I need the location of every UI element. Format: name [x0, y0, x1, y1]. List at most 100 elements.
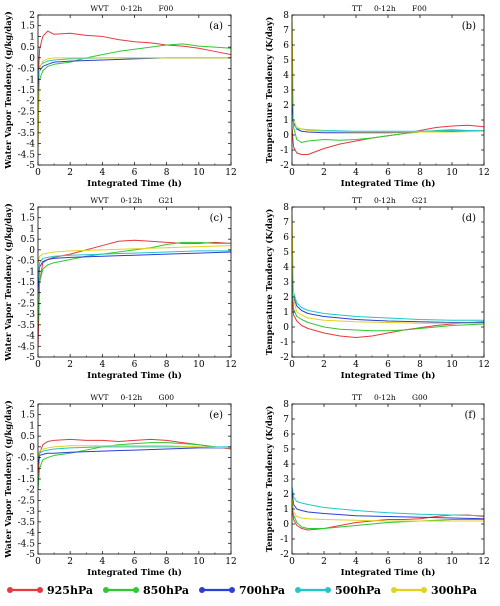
y-tick-label: 3 — [283, 86, 289, 96]
panel-title-variable: WVT — [90, 393, 108, 402]
panel-title-experiment: G00 — [159, 393, 175, 402]
y-tick-label: 4 — [283, 263, 289, 273]
series-line-300hPa — [38, 57, 231, 148]
y-tick-label: 1.5 — [21, 411, 36, 421]
y-tick-label: 7 — [283, 415, 289, 425]
x-tick-label: 8 — [417, 360, 423, 370]
y-tick-label: -4 — [26, 529, 35, 539]
panel-title-experiment: F00 — [412, 4, 427, 13]
y-tick-label: 8 — [283, 400, 289, 410]
legend-marker-end — [421, 587, 427, 593]
legend-label: 500hPa — [335, 584, 381, 597]
legend: 925hPa 850hPa 700hPa 500hPa 300hPa — [7, 584, 477, 597]
x-tick-label: 4 — [353, 557, 359, 567]
y-tick-label: 0 — [283, 520, 289, 530]
y-tick-label: -0.5 — [18, 454, 36, 464]
panel-title-experiment: G00 — [412, 393, 428, 402]
x-axis-label: Integrated Time (h) — [341, 178, 436, 189]
series-line-500hPa — [292, 486, 484, 517]
y-tick-label: 1 — [29, 32, 35, 42]
y-tick-label: -5 — [26, 550, 35, 560]
legend-marker-end — [133, 587, 139, 593]
y-tick-label: 1.5 — [21, 22, 36, 32]
y-tick-label: -5 — [26, 161, 35, 171]
x-tick-label: 6 — [132, 360, 138, 370]
x-tick-label: 10 — [193, 168, 205, 178]
x-tick-label: 4 — [99, 557, 105, 567]
x-tick-label: 0 — [35, 360, 41, 370]
y-tick-label: 4 — [283, 460, 289, 470]
series-line-500hPa — [292, 251, 484, 321]
series-line-700hPa — [292, 259, 484, 323]
y-tick-label: -0.5 — [18, 257, 36, 267]
series-line-850hPa — [38, 43, 231, 106]
panel-title-period: 0-12h — [121, 393, 143, 402]
y-tick-label: 7 — [283, 218, 289, 228]
y-tick-label: 8 — [283, 203, 289, 213]
y-tick-label: 1 — [283, 308, 289, 318]
y-tick-label: 0 — [283, 131, 289, 141]
panel-c: 0 2 4 6 8 10 12-5-4.5-4-3.5-3-2.5-2-1.5-1-0.50… — [3, 196, 237, 381]
x-tick-label: 10 — [193, 360, 205, 370]
legend-label: 300hPa — [431, 584, 477, 597]
x-tick-label: 10 — [446, 360, 458, 370]
series-line-850hPa — [292, 59, 484, 143]
y-tick-label: 0 — [283, 323, 289, 333]
series-line-300hPa — [292, 17, 484, 133]
series-line-925hPa — [292, 505, 484, 531]
x-axis-label: Integrated Time (h) — [341, 567, 436, 578]
y-tick-label: -1.5 — [18, 475, 36, 485]
series-line-700hPa — [38, 251, 231, 293]
x-axis-label: Integrated Time (h) — [87, 567, 182, 578]
series-line-700hPa — [292, 490, 484, 520]
legend-item: 500hPa — [295, 584, 381, 597]
series-line-500hPa — [38, 446, 231, 460]
y-tick-label: -3.5 — [18, 129, 36, 139]
x-tick-label: 2 — [321, 557, 327, 567]
legend-item: 300hPa — [391, 584, 477, 597]
x-tick-label: 6 — [385, 557, 391, 567]
x-tick-label: 6 — [385, 360, 391, 370]
y-tick-label: 0.5 — [21, 235, 36, 245]
y-tick-label: -4.5 — [18, 342, 36, 352]
panel-title-variable: TT — [352, 4, 362, 13]
y-tick-label: -2 — [26, 486, 35, 496]
y-axis-label: Temperature Tendency (K/day) — [264, 17, 275, 164]
y-tick-label: -3 — [26, 507, 35, 517]
y-tick-label: -4 — [26, 140, 35, 150]
legend-marker-start — [295, 587, 301, 593]
x-tick-label: 6 — [385, 168, 391, 178]
panel-letter: (e) — [209, 410, 223, 421]
panel-letter: (f) — [464, 410, 476, 421]
x-tick-label: 2 — [321, 168, 327, 178]
x-tick-label: 0 — [289, 168, 295, 178]
legend-label: 925hPa — [47, 584, 93, 597]
y-tick-label: 8 — [283, 11, 289, 21]
x-tick-label: 10 — [446, 168, 458, 178]
x-tick-label: 4 — [353, 360, 359, 370]
x-tick-label: 12 — [478, 360, 489, 370]
y-tick-label: -2.5 — [18, 496, 36, 506]
y-tick-label: 0 — [29, 443, 35, 453]
legend-marker-end — [325, 587, 331, 593]
legend-label: 700hPa — [239, 584, 285, 597]
x-tick-label: 12 — [478, 168, 489, 178]
series-line-925hPa — [292, 124, 484, 155]
x-tick-label: 4 — [99, 360, 105, 370]
y-tick-label: 6 — [283, 430, 289, 440]
y-tick-label: -1 — [26, 75, 35, 85]
panel-title-variable: WVT — [90, 4, 108, 13]
y-tick-label: -3 — [26, 118, 35, 128]
x-tick-label: 8 — [164, 360, 170, 370]
panel-title-variable: TT — [352, 393, 362, 402]
legend-marker-start — [391, 587, 397, 593]
y-tick-label: -1 — [280, 338, 289, 348]
x-tick-label: 8 — [417, 168, 423, 178]
legend-marker-start — [7, 587, 13, 593]
series-line-850hPa — [38, 241, 231, 328]
y-axis-label: Temperature Tendency (K/day) — [264, 209, 275, 356]
series-line-925hPa — [38, 438, 231, 480]
